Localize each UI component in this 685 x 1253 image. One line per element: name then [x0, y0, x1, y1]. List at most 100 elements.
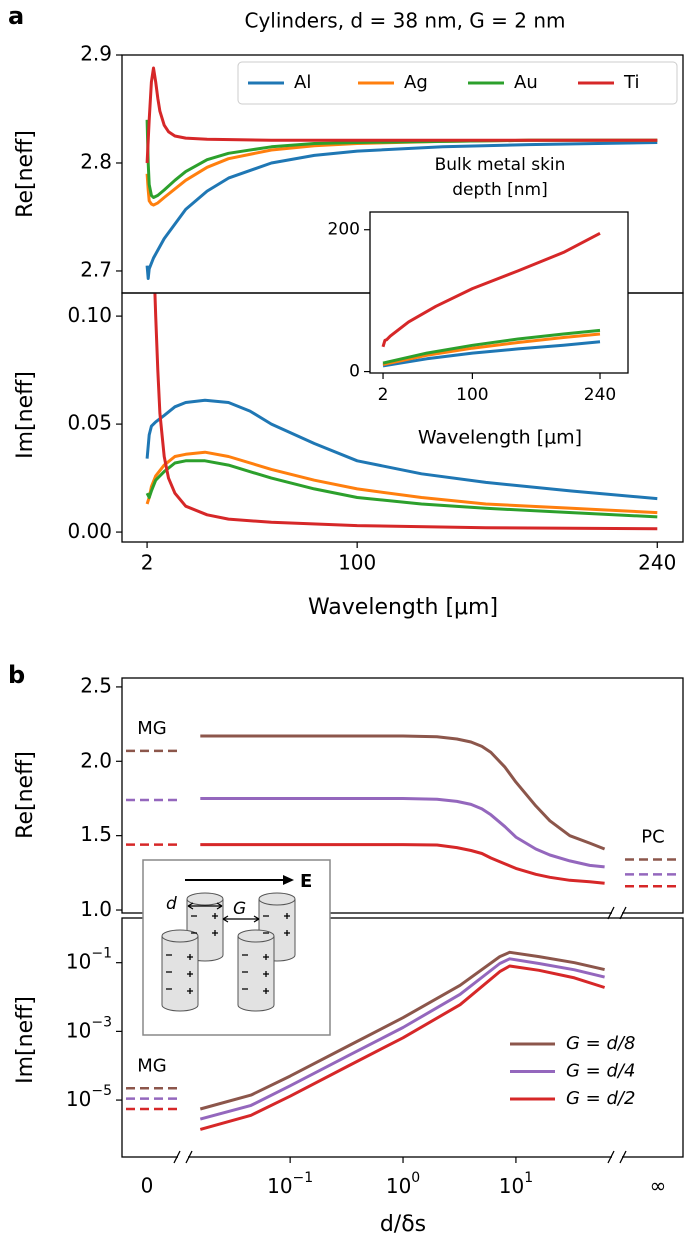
series-line	[382, 332, 601, 366]
arrow-head	[283, 875, 294, 885]
x-tick-label-base: 10	[267, 1174, 292, 1198]
x-axis-label: d/δs	[380, 1212, 426, 1237]
y-tick-label: 2.9	[80, 42, 112, 66]
pc-label: PC	[641, 826, 664, 847]
axis-break-gap	[612, 1155, 622, 1159]
y-tick-label: 2.0	[80, 748, 112, 772]
series-line	[199, 950, 605, 1111]
legend-label: G = d/2	[566, 1088, 635, 1109]
y-tick-label-base: 0.00	[67, 519, 112, 543]
cylinder-body	[162, 936, 198, 1005]
legend-label: Ag	[404, 72, 428, 93]
y-tick-label: 1.0	[80, 897, 112, 921]
series-line	[200, 734, 606, 851]
y-tick-label: 0.00	[67, 519, 112, 543]
diameter-label: d	[166, 894, 177, 914]
series-line	[382, 328, 601, 365]
y-tick-label: 10−1	[66, 946, 112, 974]
series-line	[145, 450, 658, 515]
x-break-label: ∞	[650, 1174, 667, 1198]
y-tick-label: 2.5	[80, 673, 112, 697]
x-tick-label: 100	[456, 385, 488, 405]
series-line	[145, 66, 658, 164]
gap-arrow	[222, 915, 260, 923]
axis-break	[607, 906, 627, 920]
charge-signs	[166, 913, 290, 994]
cylinder-top	[258, 892, 296, 906]
y-tick-label: 200	[328, 220, 360, 240]
series-line	[382, 340, 601, 368]
series-line	[145, 141, 658, 280]
chart-title: Cylinders, d = 38 nm, G = 2 nm	[244, 9, 565, 33]
axis-break-gap	[178, 1155, 188, 1159]
panel-label: a	[8, 2, 24, 30]
series-line	[200, 797, 605, 869]
x-tick-label: 240	[584, 385, 616, 405]
cylinders	[161, 892, 296, 1012]
y-tick-label-base: 0.10	[67, 303, 112, 327]
x-tick-label-exponent: 0	[411, 1170, 420, 1186]
y-axis-label: Im[neff]	[13, 371, 38, 459]
y-axis-label: Im[neff]	[13, 996, 38, 1084]
y-axis-label: Re[neff]	[13, 130, 38, 218]
series-line	[381, 231, 601, 348]
y-tick-label-base: 10	[66, 949, 91, 973]
series-line	[153, 293, 658, 531]
y-tick-label: 10−5	[66, 1083, 112, 1111]
x-tick-label: 100	[338, 551, 376, 575]
y-tick-label: 0.05	[67, 411, 112, 435]
cylinder-body	[238, 936, 274, 1005]
x-axis-label: Wavelength [μm]	[418, 427, 582, 449]
series-line	[200, 843, 605, 885]
cylinder-top	[237, 929, 275, 943]
y-tick-label: 0	[349, 362, 360, 382]
x-tick-label: 100	[386, 1170, 420, 1198]
inset-title: Bulk metal skin	[435, 155, 566, 175]
plots: 2.92.82.7Re[neff]Al Ag Au Ti0.100.050.002 10…	[13, 42, 684, 1237]
x-break-label: 0	[141, 1174, 154, 1198]
axis-break	[173, 1150, 193, 1164]
y-axis-label: Re[neff]	[13, 751, 38, 839]
y-tick-label: 1.5	[80, 822, 112, 846]
y-tick-label: 0.10	[67, 303, 112, 327]
y-tick-label-exponent: −3	[91, 1014, 112, 1030]
y-tick-label-base: 10	[66, 1087, 91, 1111]
y-tick-label: 10−3	[66, 1014, 112, 1042]
legend-frame	[237, 61, 678, 105]
x-tick-label-base: 10	[386, 1174, 411, 1198]
cylinder-top	[161, 929, 199, 943]
schematic: E d G	[142, 859, 331, 1036]
legend-label: Au	[514, 72, 538, 93]
mg-label: MG	[137, 1055, 166, 1076]
legend-label: G = d/8	[566, 1033, 635, 1054]
y-tick-label-base: 10	[66, 1018, 91, 1042]
inset-title: depth [nm]	[452, 180, 547, 200]
axes-frame	[121, 677, 684, 914]
diameter-arrow	[187, 902, 223, 910]
gap-label: G	[233, 899, 246, 919]
panel-label: b	[8, 661, 25, 689]
field-label: E	[300, 871, 312, 892]
series-line	[145, 459, 658, 519]
y-tick-label-exponent: −5	[91, 1083, 112, 1099]
cylinder-top	[186, 892, 224, 906]
inset-background	[370, 212, 628, 373]
series-line	[199, 957, 605, 1121]
cylinder-side	[237, 936, 275, 1005]
axes-frame	[369, 211, 629, 374]
series-line	[145, 119, 658, 199]
x-tick-label-exponent: 1	[524, 1170, 533, 1186]
cylinder-side	[161, 936, 199, 1005]
x-tick-label: 2	[378, 385, 389, 405]
x-tick-label-exponent: −1	[293, 1170, 314, 1186]
mg-label: MG	[137, 718, 166, 739]
y-tick-label-base: 2.0	[80, 748, 112, 772]
x-tick-label: 240	[638, 551, 676, 575]
series-line	[145, 398, 658, 501]
axis-break-gap	[612, 911, 622, 915]
legend-label: G = d/4	[566, 1061, 635, 1082]
series-line	[199, 964, 606, 1131]
y-tick-label: 2.7	[80, 257, 112, 281]
y-tick-label-base: 1.0	[80, 897, 112, 921]
